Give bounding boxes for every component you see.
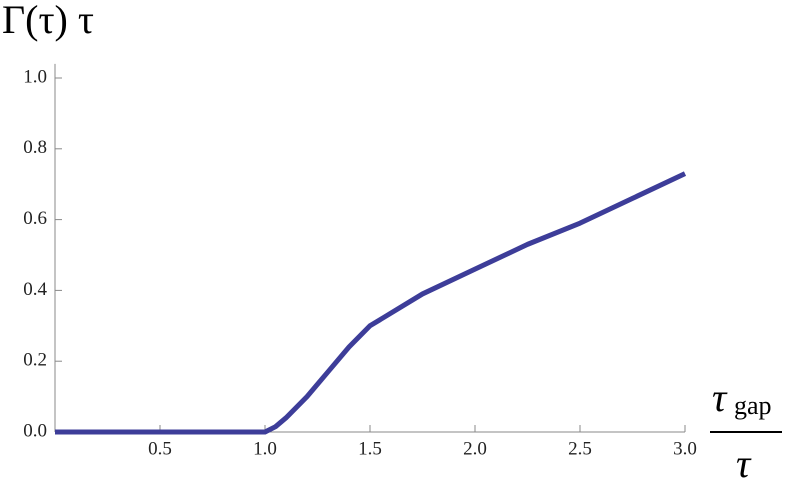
x-tick-label: 1.5 xyxy=(358,438,382,459)
x-tick-label: 0.5 xyxy=(148,438,172,459)
x-label-denominator: τ xyxy=(736,441,752,486)
y-tick-label: 0.0 xyxy=(23,420,47,441)
y-tick-label: 0.6 xyxy=(23,208,47,229)
y-tick-label: 0.4 xyxy=(23,279,47,300)
y-tick-label: 0.2 xyxy=(23,350,47,371)
data-line xyxy=(55,171,687,435)
x-tick-label: 3.0 xyxy=(673,438,697,459)
x-tick-label: 2.5 xyxy=(568,438,592,459)
x-tick-label: 2.0 xyxy=(463,438,487,459)
y-axis-label: Γ(τ) τ xyxy=(2,0,94,42)
x-tick-label: 1.0 xyxy=(253,438,277,459)
x-label-numerator: τ xyxy=(712,375,728,420)
y-tick-label: 0.8 xyxy=(23,137,47,158)
x-label-subscript: gap xyxy=(734,391,772,420)
y-tick-label: 1.0 xyxy=(23,66,47,87)
